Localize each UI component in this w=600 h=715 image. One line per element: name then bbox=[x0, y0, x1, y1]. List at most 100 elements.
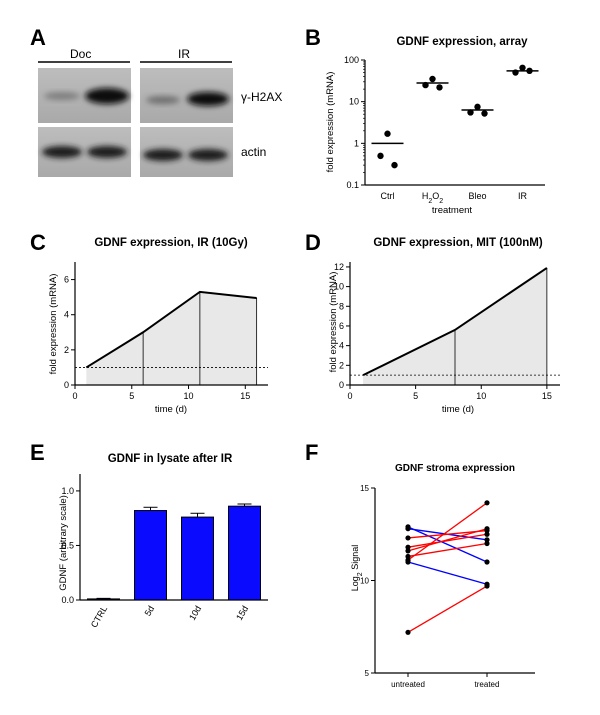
chart-e: GDNF in lysate after IR GDNF (arbitrary … bbox=[58, 453, 268, 629]
panel-letter-c: C bbox=[30, 230, 46, 255]
chart-d-area-fill bbox=[363, 267, 547, 385]
chart-f-ytick-label: 15 bbox=[360, 484, 369, 493]
chart-e-xtick-label: 5d bbox=[143, 604, 157, 618]
chart-c: GDNF expression, IR (10Gy) time (d) fold… bbox=[48, 237, 268, 415]
blot-band-doc-ctrl-actin bbox=[42, 146, 82, 158]
chart-f-point-untreated bbox=[405, 557, 411, 563]
blot-row-label-actin: actin bbox=[241, 145, 266, 159]
blot-group-doc: Doc bbox=[70, 47, 91, 61]
chart-b-ytick-label: 100 bbox=[344, 55, 359, 65]
chart-b-xtick-label: H2O2 bbox=[422, 191, 443, 205]
chart-f-point-treated bbox=[484, 540, 490, 547]
chart-b-point bbox=[391, 161, 398, 169]
chart-f-title: GDNF stroma expression bbox=[395, 463, 515, 474]
chart-d-ytick-label: 8 bbox=[339, 301, 344, 311]
chart-f-point-untreated bbox=[405, 629, 411, 635]
blot-group-ir: IR bbox=[178, 47, 190, 61]
chart-d-title: GDNF expression, MIT (100nM) bbox=[373, 237, 543, 249]
panel-letter-f: F bbox=[305, 440, 318, 465]
blot-band-doc-treated-h2ax bbox=[85, 88, 129, 104]
chart-f-pair-line bbox=[407, 585, 488, 633]
chart-f-point-untreated bbox=[405, 553, 411, 560]
chart-f-ylabel-rest: Signal bbox=[350, 545, 360, 573]
chart-d-xlabel: time (d) bbox=[442, 404, 474, 415]
chart-d-ytick-label: 12 bbox=[334, 262, 344, 272]
blot-band-ir-treated-actin bbox=[188, 149, 228, 161]
chart-b-xtick-part: H bbox=[422, 191, 429, 201]
blot-band-ir-ctrl-h2ax bbox=[146, 96, 180, 104]
chart-d: GDNF expression, MIT (100nM) time (d) fo… bbox=[328, 237, 560, 415]
chart-e-bar bbox=[134, 510, 167, 601]
chart-f: GDNF stroma expression Log2 Signal 5 10 15… bbox=[350, 463, 535, 689]
chart-f-point-untreated bbox=[405, 548, 411, 554]
chart-d-ytick-label: 10 bbox=[334, 282, 344, 292]
chart-c-area-fill bbox=[86, 291, 257, 385]
chart-c-ytick-label: 4 bbox=[64, 310, 69, 320]
chart-b-point bbox=[384, 130, 391, 137]
chart-f-point-treated bbox=[484, 537, 490, 543]
chart-d-ytick-label: 0 bbox=[339, 380, 344, 390]
chart-f-ylabel-base: Log bbox=[350, 576, 360, 591]
chart-f-ylabel-sub: 2 bbox=[357, 572, 364, 576]
chart-f-xtick-label: treated bbox=[475, 680, 500, 689]
chart-f-pair-line bbox=[407, 526, 488, 563]
chart-b-xlabel: treatment bbox=[432, 205, 472, 216]
chart-e-ytick-label: 0.0 bbox=[61, 595, 74, 605]
chart-f-point-untreated bbox=[405, 544, 411, 550]
chart-d-xtick-label: 5 bbox=[413, 391, 418, 401]
chart-c-ytick-label: 2 bbox=[64, 345, 69, 355]
chart-f-pair-line bbox=[407, 542, 488, 558]
panel-letter-e: E bbox=[30, 440, 45, 465]
chart-f-point-treated bbox=[484, 583, 490, 589]
chart-b-xtick-label: Ctrl bbox=[381, 191, 395, 201]
blot-row-label-h2ax: γ-H2AX bbox=[241, 90, 282, 104]
chart-b-xtick-part: O bbox=[432, 191, 439, 201]
chart-f-pair-line bbox=[407, 561, 488, 585]
chart-f-ylabel: Log2 Signal bbox=[350, 545, 364, 591]
panel-letter-a: A bbox=[30, 25, 46, 50]
chart-e-xtick-label: 15d bbox=[234, 604, 250, 622]
chart-f-point-untreated bbox=[405, 526, 411, 532]
chart-d-ytick-label: 6 bbox=[339, 321, 344, 331]
chart-d-ytick-label: 2 bbox=[339, 360, 344, 370]
chart-f-ytick-label: 10 bbox=[360, 577, 369, 586]
chart-b-point bbox=[519, 64, 526, 71]
chart-b-point bbox=[467, 109, 474, 116]
chart-d-ylabel: fold expression (mRNA) bbox=[328, 272, 339, 373]
chart-b-point bbox=[377, 152, 384, 160]
chart-f-pair-line bbox=[407, 533, 488, 548]
chart-e-ylabel: GDNF (arbitrary scale) bbox=[58, 495, 69, 591]
blot-band-ir-ctrl-actin bbox=[143, 149, 183, 161]
chart-e-title: GDNF in lysate after IR bbox=[108, 453, 233, 465]
chart-c-xtick-label: 0 bbox=[72, 391, 77, 401]
chart-d-series-line bbox=[362, 267, 548, 377]
chart-f-xtick-label: untreated bbox=[391, 680, 425, 689]
chart-b-point bbox=[436, 84, 443, 91]
chart-c-xtick-label: 15 bbox=[240, 391, 250, 401]
chart-c-title: GDNF expression, IR (10Gy) bbox=[94, 237, 248, 249]
blot-band-doc-ctrl-h2ax bbox=[44, 92, 80, 100]
chart-c-xlabel: time (d) bbox=[155, 404, 187, 415]
chart-b-point bbox=[474, 103, 481, 111]
chart-b-xtick-label: Bleo bbox=[468, 191, 486, 201]
panel-a-blot: Doc IR γ-H2AX actin bbox=[38, 47, 282, 177]
chart-c-ytick-label: 6 bbox=[64, 275, 69, 285]
chart-f-point-untreated bbox=[405, 535, 411, 541]
chart-b-xtick-sub: 2 bbox=[439, 198, 443, 205]
chart-f-pair-line bbox=[407, 528, 488, 552]
chart-f-point-treated bbox=[484, 500, 490, 506]
chart-e-bar bbox=[228, 505, 261, 601]
chart-e-ytick-label: 1.0 bbox=[61, 486, 74, 496]
chart-b: GDNF expression, array treatment fold ex… bbox=[325, 36, 545, 216]
chart-e-bar bbox=[181, 516, 214, 601]
blot-band-ir-treated-h2ax bbox=[187, 92, 229, 106]
chart-c-ytick-label: 0 bbox=[64, 380, 69, 390]
chart-f-ytick-label: 5 bbox=[365, 669, 370, 678]
blot-band-doc-treated-actin bbox=[87, 146, 127, 158]
chart-c-xtick-label: 10 bbox=[184, 391, 194, 401]
chart-b-xtick-label: IR bbox=[518, 191, 528, 201]
chart-e-xtick-label: CTRL bbox=[89, 604, 109, 629]
chart-c-ylabel: fold expression (mRNA) bbox=[48, 274, 59, 375]
chart-d-xtick-label: 0 bbox=[347, 391, 352, 401]
chart-e-ytick-label: 0.5 bbox=[61, 540, 74, 550]
